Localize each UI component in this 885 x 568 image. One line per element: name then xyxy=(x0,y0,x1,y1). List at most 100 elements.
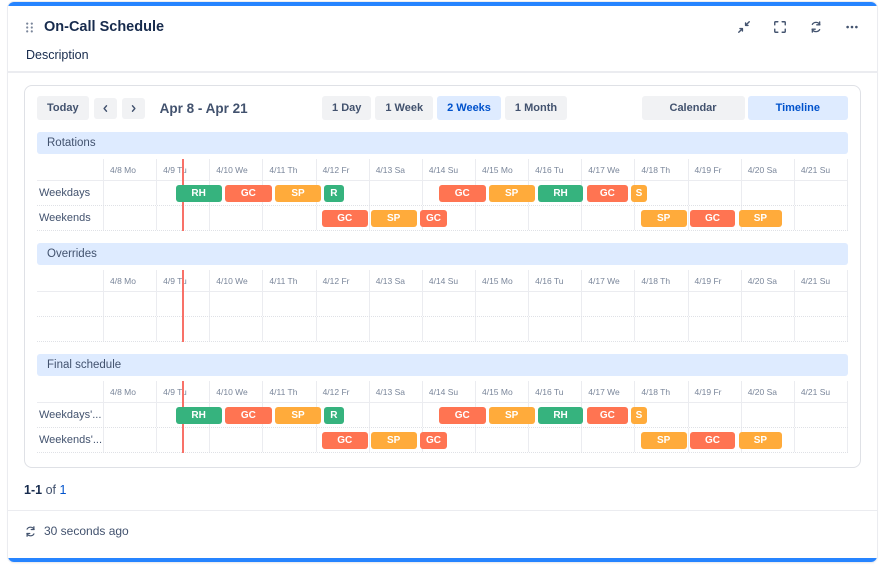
section-header: Final schedule xyxy=(37,354,848,377)
fullscreen-icon xyxy=(774,21,786,33)
shift-bar[interactable]: SP xyxy=(370,431,417,449)
shift-bar[interactable]: S xyxy=(631,184,647,202)
shift-bar[interactable]: SP xyxy=(738,431,783,449)
day-cell xyxy=(581,206,634,231)
shift-bar[interactable]: GC xyxy=(419,209,448,227)
fullscreen-button[interactable] xyxy=(773,20,787,34)
widget-title: On-Call Schedule xyxy=(44,19,165,35)
drag-handle-icon[interactable] xyxy=(24,21,35,34)
shift-bar[interactable]: GC xyxy=(586,184,629,202)
chevron-right-icon xyxy=(131,104,136,112)
day-cell xyxy=(209,292,262,317)
tab-bar: Description xyxy=(8,42,877,73)
shift-bar[interactable]: SP xyxy=(640,431,687,449)
shift-bar[interactable]: RH xyxy=(537,406,584,424)
timeline-grid: 4/8 Mo 4/9 Tu 4/10 We 4/11 Th 4/12 Fr 4/13 Sa… xyxy=(37,159,848,232)
row-track: RH GC SP R GC SP RH GC S xyxy=(103,403,848,428)
row-track xyxy=(103,317,848,342)
shift-bar[interactable]: GC xyxy=(224,184,273,202)
shift-bar[interactable]: R xyxy=(324,406,344,424)
shift-bar[interactable]: SP xyxy=(738,209,783,227)
shift-bar[interactable]: SP xyxy=(275,406,321,424)
date-header-cell: 4/10 We xyxy=(209,159,262,181)
date-header-cell: 4/18 Th xyxy=(634,159,687,181)
section-header: Overrides xyxy=(37,243,848,266)
day-cell xyxy=(687,317,741,342)
date-header-row: 4/8 Mo 4/9 Tu 4/10 We 4/11 Th 4/12 Fr 4/13 Sa… xyxy=(37,159,848,182)
shift-bar[interactable]: SP xyxy=(275,184,321,202)
more-button[interactable] xyxy=(845,20,859,34)
date-header-cell: 4/16 Tu xyxy=(528,381,581,403)
shift-bar[interactable]: GC xyxy=(689,431,736,449)
day-cell xyxy=(528,206,581,231)
day-cell xyxy=(368,428,422,453)
shift-bar[interactable]: SP xyxy=(488,406,535,424)
day-cell xyxy=(262,317,315,342)
date-header-cell: 4/14 Su xyxy=(421,270,475,292)
shift-bar[interactable]: S xyxy=(631,406,647,424)
shift-bar[interactable]: GC xyxy=(438,184,486,202)
shift-bar[interactable]: GC xyxy=(689,209,736,227)
shift-bar[interactable]: RH xyxy=(175,184,222,202)
on-call-schedule-widget: On-Call Schedule xyxy=(8,2,877,562)
shift-bar[interactable]: SP xyxy=(488,184,535,202)
day-cell xyxy=(315,317,369,342)
date-header-cell: 4/11 Th xyxy=(262,381,315,403)
day-cell xyxy=(421,317,475,342)
range-1-day-button[interactable]: 1 Day xyxy=(322,96,372,121)
date-header-cell: 4/15 Mo xyxy=(474,381,528,403)
range-1-month-button[interactable]: 1 Month xyxy=(504,96,568,121)
shift-bar[interactable]: R xyxy=(324,184,344,202)
collapse-button[interactable] xyxy=(737,20,751,34)
day-cell xyxy=(474,206,528,231)
date-header-cell: 4/10 We xyxy=(209,381,262,403)
date-header-cell: 4/8 Mo xyxy=(103,270,156,292)
pagination-of: of xyxy=(45,483,56,498)
more-icon xyxy=(846,25,858,29)
day-cell xyxy=(368,317,422,342)
today-button[interactable]: Today xyxy=(37,96,89,121)
date-header-cell: 4/17 We xyxy=(581,381,634,403)
chevron-left-icon xyxy=(103,104,107,112)
date-header-cell: 4/20 Sa xyxy=(740,270,794,292)
day-cell xyxy=(687,292,741,317)
pagination-total-link[interactable]: 1 xyxy=(59,483,67,498)
shift-bar[interactable]: GC xyxy=(438,406,486,424)
day-cell xyxy=(315,292,369,317)
tab-description[interactable]: Description xyxy=(26,48,89,62)
row-label-spacer xyxy=(37,159,103,180)
refresh-button[interactable] xyxy=(809,20,823,34)
day-cell xyxy=(687,403,741,428)
refresh-status-button[interactable] xyxy=(24,525,37,538)
day-cell xyxy=(581,292,634,317)
shift-bar[interactable]: GC xyxy=(586,406,629,424)
day-cell xyxy=(103,181,156,206)
date-nav-group: Today Apr 8 - Apr 21 xyxy=(37,96,248,121)
prev-button[interactable] xyxy=(93,97,117,119)
schedule-panel: Today Apr 8 - Apr 21 1 Day 1 Week 2 Week… xyxy=(24,85,861,469)
range-2-weeks-button[interactable]: 2 Weeks xyxy=(437,96,501,121)
day-cell xyxy=(740,181,794,206)
date-header-cell: 4/11 Th xyxy=(262,159,315,181)
shift-bar[interactable]: RH xyxy=(537,184,584,202)
date-header-track: 4/8 Mo 4/9 Tu 4/10 We 4/11 Th 4/12 Fr 4/13 Sa… xyxy=(103,159,848,181)
shift-bar[interactable]: SP xyxy=(370,209,417,227)
date-header-cell: 4/19 Fr xyxy=(687,270,741,292)
pagination-range: 1-1 xyxy=(24,483,43,498)
shift-bar[interactable]: GC xyxy=(224,406,273,424)
view-calendar-button[interactable]: Calendar xyxy=(641,96,745,121)
date-header-cell: 4/15 Mo xyxy=(474,270,528,292)
next-button[interactable] xyxy=(121,97,145,119)
date-header-cell: 4/21 Su xyxy=(793,381,847,403)
shift-bar[interactable]: GC xyxy=(419,431,448,449)
shift-bar[interactable]: SP xyxy=(640,209,687,227)
shift-bar[interactable]: GC xyxy=(321,209,368,227)
day-cell xyxy=(209,206,262,231)
range-1-week-button[interactable]: 1 Week xyxy=(375,96,434,121)
shift-bar[interactable]: RH xyxy=(175,406,222,424)
date-header-cell: 4/19 Fr xyxy=(687,159,741,181)
view-timeline-button[interactable]: Timeline xyxy=(747,96,849,121)
day-cell xyxy=(634,317,687,342)
shift-bar[interactable]: GC xyxy=(321,431,368,449)
date-header-cell: 4/15 Mo xyxy=(474,159,528,181)
